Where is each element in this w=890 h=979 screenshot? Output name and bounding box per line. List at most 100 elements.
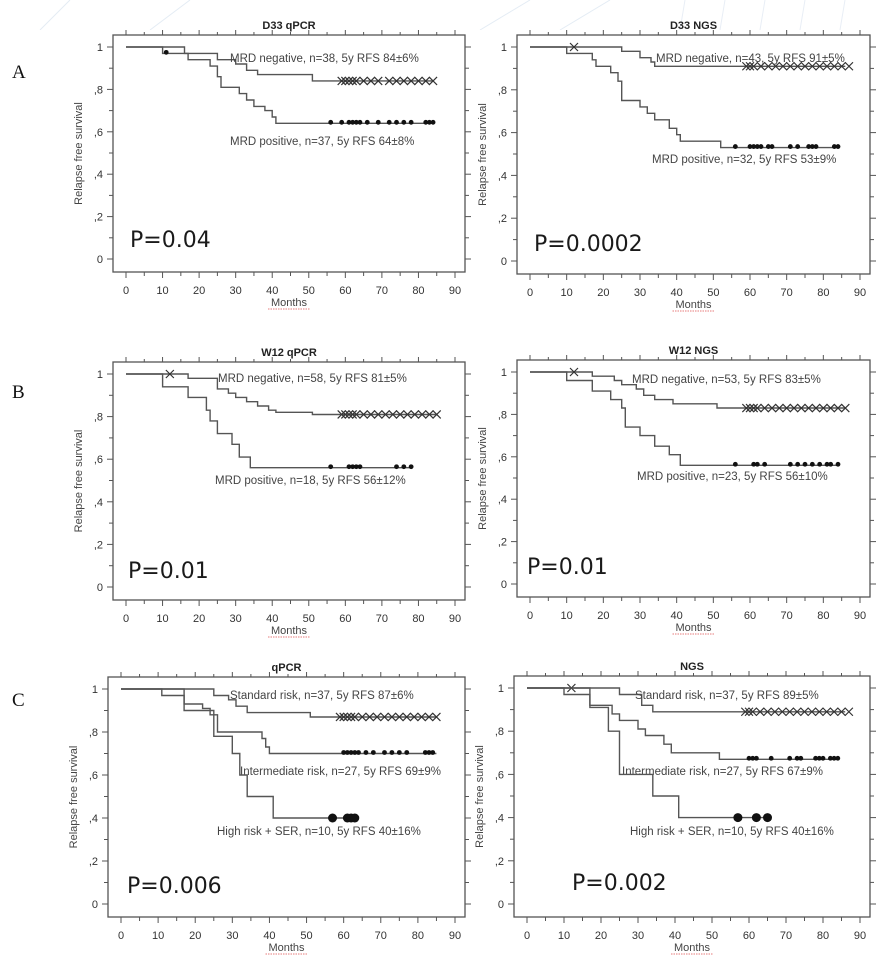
censor-mark-x [822,61,832,71]
km-curve-standard-risk [527,683,854,717]
p-value-label: P=0.04 [130,228,211,253]
censor-mark-x [833,403,843,413]
y-tick-label: 1 [97,369,103,381]
km-curve-high-risk-ser [527,687,772,823]
censor-mark-x [771,61,781,71]
censor-mark-dot [795,461,801,467]
censor-mark-dot [404,750,410,755]
censor-mark-x [770,707,780,717]
censor-mark-x [569,42,579,52]
km-curve-mrd-negative [530,367,850,413]
censor-mark-dot [346,119,352,125]
censor-mark-dot [375,119,381,125]
censor-mark-x [380,712,389,722]
censor-mark-x [342,712,352,722]
x-tick-label: 10 [561,287,573,299]
y-tick-label: ,2 [498,537,507,549]
censor-mark-dot [394,119,399,125]
censor-mark-dot [328,464,334,470]
censor-mark-x [785,61,795,71]
x-tick-label: 60 [744,287,756,299]
censor-mark-x [335,712,345,722]
censor-mark-dot [762,461,768,467]
censor-mark-dot [835,144,841,149]
censor-mark-x [409,712,419,722]
x-tick-label: 60 [743,930,755,942]
chart-title: W12 NGS [669,345,719,357]
x-tick-label: 0 [118,930,124,942]
y-tick-label: 0 [92,899,98,911]
x-tick-label: 90 [854,930,866,942]
censor-mark-x [804,403,814,413]
background-decoration [39,0,846,30]
x-axis-label: Months [271,625,308,637]
censor-mark-x [373,76,383,86]
series-annotation: Standard risk, n=37, 5y RFS 87±6% [230,690,414,702]
series-annotation: Standard risk, n=37, 5y RFS 89±5% [635,690,819,702]
censor-mark-x [815,61,825,71]
km-curve-high-risk-ser [121,688,360,823]
censor-mark-dot [813,144,819,149]
censor-mark-x [800,707,809,717]
km-curve-mrd-negative [126,369,442,419]
censor-mark-dot [798,755,804,761]
x-tick-label: 90 [449,285,461,297]
series-annotation: MRD negative, n=38, 5y RFS 84±6% [230,53,419,65]
censor-mark-x [340,410,350,419]
censor-mark-dot [787,144,793,149]
chart-title: D33 qPCR [262,20,315,32]
censor-mark-x [814,707,824,717]
censor-mark-dot [754,144,760,149]
x-tick-label: 0 [123,285,129,297]
km-curve-mrd-positive [126,46,436,125]
x-tick-label: 50 [706,930,718,942]
y-tick-label: ,8 [498,409,507,421]
censor-mark-dot [732,144,738,149]
y-tick-label: ,8 [89,727,98,739]
censor-mark-dot [423,119,429,125]
censor-mark-dot [364,119,370,125]
x-axis-label: Months [271,297,308,309]
x-tick-label: 80 [817,287,829,299]
km-step-line [527,687,846,713]
y-tick-label: ,4 [89,813,98,825]
censor-mark-x [399,76,409,86]
censor-mark-x [432,712,441,722]
censor-mark-dot [754,755,759,761]
km-step-line [126,373,412,469]
censor-mark-dot [386,119,392,125]
censor-mark-x [741,403,751,413]
x-tick-label: 60 [744,610,756,622]
censor-mark-dot [370,750,376,755]
chart-title: D33 NGS [670,20,717,32]
censor-mark-x [346,712,356,722]
p-value-label: P=0.01 [527,555,608,580]
series-annotation: MRD positive, n=18, 5y RFS 56±12% [215,475,406,487]
censor-mark-x [348,76,358,86]
censor-mark-dot [389,750,395,755]
chart-title: NGS [680,661,704,673]
censor-mark-dot [794,755,800,761]
censor-mark-dot [747,144,753,149]
censor-mark-dot [813,755,818,761]
km-step-line [126,373,437,416]
row-label-c: C [12,690,25,711]
censor-mark-x [344,76,354,86]
censor-mark-dot [806,144,812,149]
series-annotation: MRD positive, n=32, 5y RFS 53±9% [652,154,836,166]
x-tick-label: 50 [707,610,719,622]
y-tick-label: 0 [97,582,103,594]
censor-mark-dot [758,144,764,149]
p-value-label: P=0.01 [128,559,209,584]
p-value-label: P=0.0002 [534,232,643,257]
censor-mark-dot [344,750,350,755]
x-tick-label: 40 [669,930,681,942]
x-tick-label: 80 [412,930,424,942]
censor-mark-dot [341,750,347,755]
chart-title: W12 qPCR [261,347,317,359]
censor-mark-x [785,707,795,717]
y-tick-label: 0 [501,256,507,268]
censor-mark-x [381,410,390,419]
censor-mark-x [837,61,847,71]
